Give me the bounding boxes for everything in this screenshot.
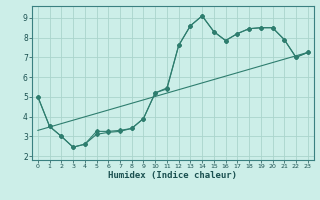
X-axis label: Humidex (Indice chaleur): Humidex (Indice chaleur)	[108, 171, 237, 180]
